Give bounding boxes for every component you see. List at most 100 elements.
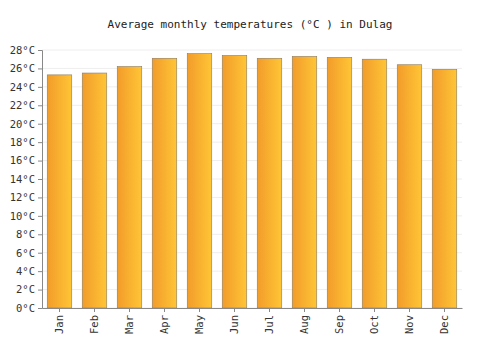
- x-tick-mark: [269, 308, 270, 312]
- y-tick-mark: [38, 50, 42, 51]
- y-tick: 0°C: [16, 302, 42, 314]
- y-tick: 28°C: [10, 44, 42, 56]
- y-tick-mark: [38, 68, 42, 69]
- x-tick: Sep: [333, 308, 345, 334]
- y-tick-mark: [38, 197, 42, 198]
- y-tick-mark: [38, 271, 42, 272]
- x-axis-line: [43, 308, 463, 309]
- x-tick-label: Jun: [228, 315, 240, 334]
- x-axis: Jan Feb Mar Apr May Jun Jul Aug Sep Oct Nov Dec: [43, 308, 463, 334]
- y-tick-label: 22°C: [10, 99, 35, 111]
- x-tick: Apr: [158, 308, 170, 334]
- x-tick-mark: [374, 308, 375, 312]
- x-tick-mark: [339, 308, 340, 312]
- bar: [432, 69, 457, 308]
- bar: [82, 73, 107, 308]
- bar: [152, 58, 177, 308]
- x-tick-label: Mar: [123, 315, 135, 334]
- grid: [42, 50, 462, 308]
- x-tick-label: Nov: [403, 315, 415, 334]
- bar: [47, 75, 72, 308]
- bar: [362, 59, 387, 308]
- y-tick-mark: [38, 179, 42, 180]
- y-tick-label: 24°C: [10, 81, 35, 93]
- bar: [327, 57, 352, 308]
- y-tick-mark: [38, 105, 42, 106]
- x-tick-mark: [59, 308, 60, 312]
- y-tick-mark: [38, 142, 42, 143]
- y-tick: 20°C: [10, 118, 42, 130]
- x-tick: Aug: [298, 308, 310, 334]
- y-tick: 26°C: [10, 62, 42, 74]
- grid-line: [42, 50, 462, 51]
- bar: [222, 56, 247, 308]
- y-tick-label: 18°C: [10, 136, 35, 148]
- y-tick-mark: [38, 234, 42, 235]
- x-tick: Nov: [403, 308, 415, 334]
- y-axis-line: [38, 51, 43, 309]
- x-tick-mark: [444, 308, 445, 312]
- y-tick: 22°C: [10, 99, 42, 111]
- y-tick-label: 10°C: [10, 210, 35, 222]
- x-tick: Jul: [263, 308, 275, 334]
- y-tick-mark: [38, 308, 42, 309]
- plot: 0°C 2°C 4°C 6°C 8°C 10°C 12°C 14°C 16°C 18°C 20°C 2…: [10, 44, 463, 334]
- y-tick-label: 26°C: [10, 62, 35, 74]
- y-tick-mark: [38, 161, 42, 162]
- x-tick-mark: [304, 308, 305, 312]
- x-tick: Dec: [438, 308, 450, 334]
- x-tick-label: Jan: [53, 315, 65, 334]
- y-tick: 6°C: [16, 247, 42, 259]
- y-tick: 16°C: [10, 154, 42, 166]
- y-tick-label: 4°C: [16, 265, 35, 277]
- y-tick-label: 2°C: [16, 283, 35, 295]
- y-tick-mark: [38, 253, 42, 254]
- y-tick: 10°C: [10, 210, 42, 222]
- y-tick: 2°C: [16, 283, 42, 295]
- x-tick-label: Jul: [263, 315, 275, 334]
- x-tick: Oct: [368, 308, 380, 334]
- y-tick-label: 12°C: [10, 191, 35, 203]
- y-tick-label: 6°C: [16, 247, 35, 259]
- y-tick-mark: [38, 290, 42, 291]
- y-tick: 24°C: [10, 81, 42, 93]
- x-tick-mark: [199, 308, 200, 312]
- y-tick-mark: [38, 124, 42, 125]
- bar: [187, 54, 212, 308]
- y-tick: 4°C: [16, 265, 42, 277]
- x-tick: May: [193, 308, 205, 334]
- y-tick: 8°C: [16, 228, 42, 240]
- x-tick-mark: [164, 308, 165, 312]
- y-tick-mark: [38, 87, 42, 88]
- x-tick-label: Feb: [88, 315, 100, 334]
- x-tick-label: May: [193, 315, 205, 334]
- y-tick: 12°C: [10, 191, 42, 203]
- y-tick-label: 28°C: [10, 44, 35, 56]
- x-tick-mark: [129, 308, 130, 312]
- x-tick-label: Sep: [333, 315, 345, 334]
- x-tick: Mar: [123, 308, 135, 334]
- bar: [292, 56, 317, 308]
- chart-svg: 0°C 2°C 4°C 6°C 8°C 10°C 12°C 14°C 16°C 18°C 20°C 2…: [0, 0, 500, 350]
- x-tick-mark: [409, 308, 410, 312]
- y-tick-mark: [38, 216, 42, 217]
- x-tick-label: Oct: [368, 315, 380, 334]
- title: Average monthly temperatures (°C ) in Du…: [108, 18, 393, 31]
- x-tick: Feb: [88, 308, 100, 334]
- bar: [257, 58, 282, 308]
- bar: [117, 67, 142, 308]
- y-tick: 18°C: [10, 136, 42, 148]
- x-tick-mark: [94, 308, 95, 312]
- chart-container: 0°C 2°C 4°C 6°C 8°C 10°C 12°C 14°C 16°C 18°C 20°C 2…: [0, 0, 500, 350]
- x-tick-label: Dec: [438, 315, 450, 334]
- x-tick-mark: [234, 308, 235, 312]
- bars: [47, 54, 457, 308]
- y-tick-label: 0°C: [16, 302, 35, 314]
- bar: [397, 65, 422, 308]
- x-tick: Jun: [228, 308, 240, 334]
- x-tick-label: Aug: [298, 315, 310, 334]
- y-tick-label: 8°C: [16, 228, 35, 240]
- y-axis: 0°C 2°C 4°C 6°C 8°C 10°C 12°C 14°C 16°C 18°C 20°C 2…: [10, 44, 43, 314]
- x-tick: Jan: [53, 308, 65, 334]
- y-tick-label: 14°C: [10, 173, 35, 185]
